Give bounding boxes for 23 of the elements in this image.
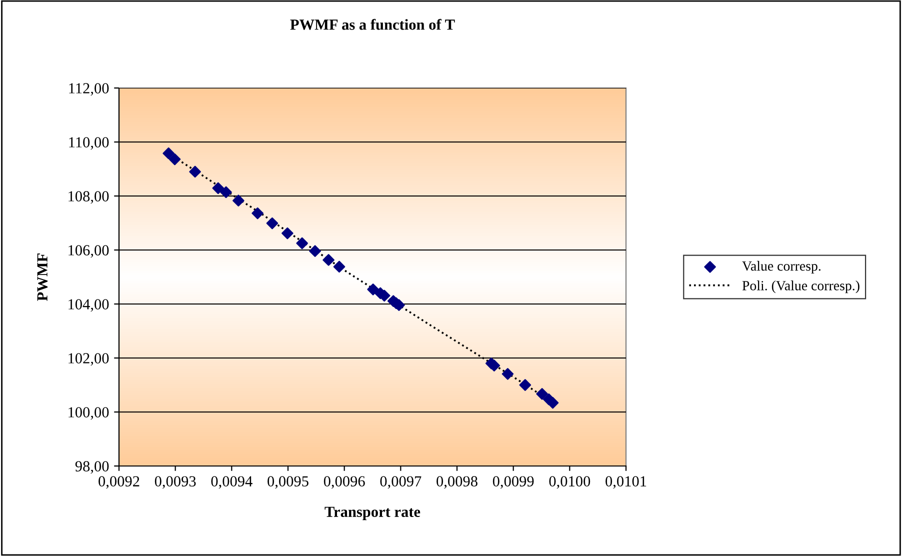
x-tick-label: 0,0097	[380, 476, 422, 489]
legend-label: Poli. (Value corresp.)	[742, 280, 860, 294]
chart-title: PWMF as a function of T	[290, 18, 455, 30]
x-tick-label: 0,0093	[154, 476, 196, 489]
x-tick-label: 0,0096	[324, 476, 365, 489]
y-tick-label: 106,00	[68, 245, 109, 258]
y-tick-label: 102,00	[68, 353, 109, 366]
x-tick-label: 0,0098	[436, 476, 478, 489]
y-tick-label: 104,00	[68, 299, 109, 312]
x-tick-label: 0,0101	[606, 476, 646, 489]
x-tick-label: 0,0095	[268, 476, 308, 489]
legend-label: Value corresp.	[742, 260, 820, 274]
y-tick-label: 100,00	[68, 407, 109, 420]
y-axis-title: PWMF	[37, 254, 48, 301]
x-tick-label: 0,0094	[211, 476, 252, 489]
x-tick-label: 0,0092	[98, 476, 140, 489]
y-tick-label: 98,00	[75, 461, 109, 474]
y-tick-label: 112,00	[69, 83, 109, 96]
x-tick-label: 0,0099	[492, 476, 534, 489]
y-tick-label: 110,00	[69, 137, 109, 150]
x-axis-title: Transport rate	[324, 506, 420, 520]
x-tick-label: 0,0100	[549, 476, 590, 489]
y-tick-label: 108,00	[68, 191, 109, 204]
